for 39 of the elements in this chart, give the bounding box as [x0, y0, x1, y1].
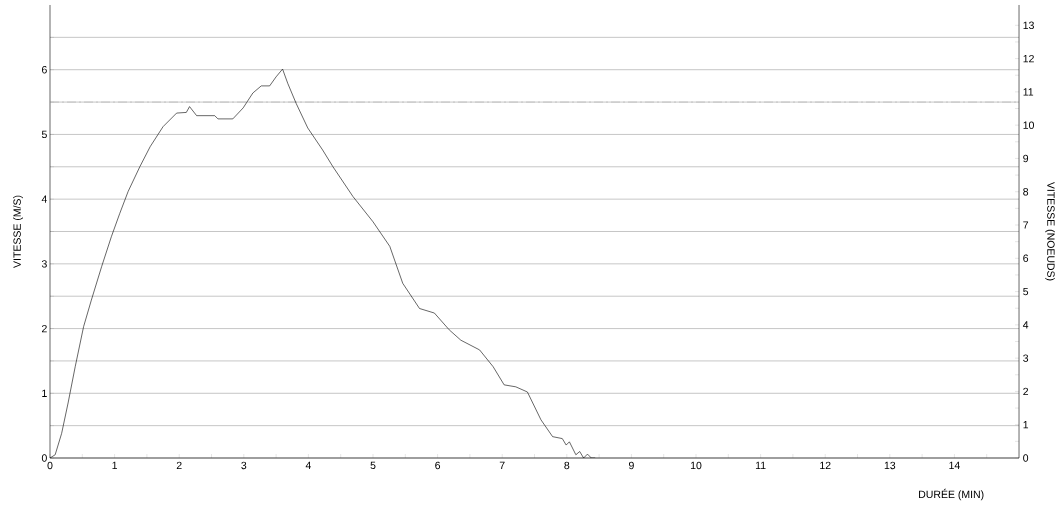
- y-tick-label: 3: [41, 260, 47, 268]
- y2-tick-label: 0: [1023, 454, 1029, 462]
- x-tick-label: 11: [755, 461, 766, 469]
- y2-axis-title: VITESSE (NOEUDS): [1045, 181, 1055, 281]
- y2-tick-label: 3: [1023, 354, 1029, 362]
- x-tick-label: 12: [820, 461, 831, 470]
- x-axis-title: DURÉE (MIN): [919, 488, 984, 501]
- y2-tick-label: 11: [1023, 88, 1034, 96]
- x-tick-label: 8: [564, 461, 570, 470]
- x-tick-label: 13: [884, 461, 896, 470]
- x-tick-label: 7: [499, 461, 505, 469]
- y2-tick-label: 2: [1023, 387, 1029, 396]
- y2-tick-label: 7: [1023, 221, 1029, 229]
- y-tick-label: 6: [41, 66, 47, 74]
- y-tick-label: 5: [41, 130, 47, 139]
- y-tick-label: 2: [41, 324, 47, 333]
- y2-tick-label: 9: [1023, 154, 1029, 163]
- y2-tick-label: 1: [1023, 421, 1029, 429]
- y2-tick-label: 5: [1023, 287, 1029, 296]
- y-tick-label: 1: [42, 389, 47, 397]
- x-tick-label: 3: [241, 461, 247, 470]
- y-axis-title: VITESSE (M/S): [13, 195, 23, 268]
- y2-tick-label: 6: [1023, 254, 1029, 263]
- y-tick-label: 4: [41, 195, 47, 203]
- y2-tick-label: 10: [1023, 121, 1034, 129]
- x-tick-label: 1: [112, 461, 118, 469]
- x-tick-label: 9: [628, 461, 634, 470]
- y-tick-label: 0: [41, 454, 47, 462]
- y2-tick-label: 8: [1023, 188, 1029, 196]
- x-tick-label: 2: [176, 461, 182, 470]
- x-tick-label: 5: [370, 461, 376, 470]
- y2-tick-label: 13: [1023, 21, 1034, 30]
- y2-tick-label: 12: [1023, 54, 1034, 63]
- x-tick-label: 6: [435, 461, 441, 470]
- y2-tick-label: 4: [1022, 321, 1029, 329]
- x-tick-label: 4: [305, 461, 312, 469]
- x-tick-label: 14: [949, 461, 960, 469]
- x-tick-label: 10: [690, 461, 702, 470]
- x-tick-label: 0: [47, 461, 53, 470]
